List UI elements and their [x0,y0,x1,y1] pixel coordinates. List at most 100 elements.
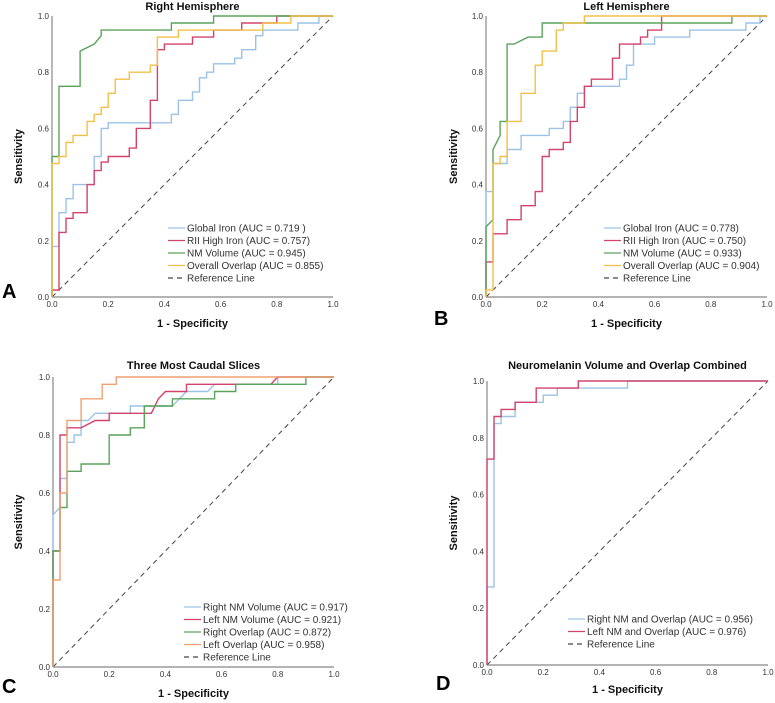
legend: Global Iron (AUC = 0.778)RII High Iron (… [604,224,759,285]
legend-item: Global Iron (AUC = 0.778) [623,224,739,235]
legend-item: RII High Iron (AUC = 0.757) [187,236,310,247]
x-tick-label: 1.0 [762,668,774,677]
y-tick-label: 1.0 [39,373,51,382]
chart-panel-a: Right Hemisphere 0.0 0.2 0.4 0.6 0.8 1.0 0.0 0.2… [2,1,339,330]
y-tick-label: 0.4 [39,547,51,556]
chart-title: Three Most Caudal Slices [127,360,260,372]
x-tick-label: 0.0 [46,300,58,309]
roc-curve-series-2 [51,15,333,297]
x-axis-label: 1 - Specificity [158,688,230,700]
legend-item: Overall Overlap (AUC = 0.904) [623,261,759,272]
y-tick-label: 0.0 [472,293,484,302]
y-tick-label: 0.0 [38,293,50,302]
x-tick-label: 1.0 [327,300,339,309]
y-tick-label: 0.2 [39,605,51,614]
legend-item: Reference Line [587,640,655,651]
legend: Global Iron (AUC = 0.719 )RII High Iron … [168,224,323,285]
reference-line [485,15,768,298]
roc-curve-series-4 [52,376,334,667]
legend-item: Global Iron (AUC = 0.719 ) [187,224,306,235]
chart-title: Right Hemisphere [145,1,239,13]
y-tick-label: 0.2 [38,237,50,246]
roc-curve-series-2 [52,376,334,667]
roc-curve-series-4 [51,15,333,297]
legend-item: Left Overlap (AUC = 0.958) [203,640,324,651]
reference-line [51,15,334,298]
legend-item: Right NM and Overlap (AUC = 0.956) [587,615,753,626]
x-tick-label: 0.8 [705,300,717,309]
x-tick-label: 0.4 [594,668,606,677]
panel-letter: A [2,281,16,303]
y-tick-label: 0.4 [473,547,485,556]
x-tick-label: 0.2 [537,300,549,309]
y-tick-label: 0.6 [38,124,50,133]
x-axis-label: 1 - Specificity [592,684,664,696]
y-tick-label: 0.6 [473,491,485,500]
x-tick-label: 1.0 [761,300,773,309]
legend-item: Right NM Volume (AUC = 0.917) [203,603,348,614]
x-tick-label: 0.6 [649,300,661,309]
x-tick-label: 0.0 [481,668,493,677]
chart-title: Neuromelanin Volume and Overlap Combined [508,360,747,372]
legend-item: Right Overlap (AUC = 0.872) [203,628,331,639]
chart-panel-c: Three Most Caudal Slices 0.0 0.2 0.4 0.6 0.8 1… [2,360,348,700]
y-tick-label: 1.0 [472,12,484,21]
legend-item: Left NM Volume (AUC = 0.921) [203,615,341,626]
roc-curve-series-2 [485,15,767,297]
legend-item: Left NM and Overlap (AUC = 0.976) [587,627,746,638]
panel-letter: C [2,676,16,698]
reference-line [486,380,769,666]
chart-title: Left Hemisphere [583,1,669,13]
x-tick-label: 0.0 [47,670,59,679]
y-tick-label: 0.8 [473,434,485,443]
y-axis-label: Sensitivity [13,494,25,550]
y-axis-label: Sensitivity [448,495,460,551]
y-tick-label: 0.6 [472,124,484,133]
legend-item: RII High Iron (AUC = 0.750) [623,236,746,247]
y-axis-label: Sensitivity [13,128,25,184]
x-tick-label: 0.2 [103,300,115,309]
panel-letter: B [434,308,448,330]
legend-item: Reference Line [187,274,255,285]
x-tick-label: 0.4 [159,300,171,309]
y-tick-label: 0.6 [39,489,51,498]
roc-curve-series-1 [51,15,333,297]
y-tick-label: 0.2 [473,604,485,613]
y-tick-label: 0.8 [38,68,50,77]
x-tick-label: 1.0 [328,670,340,679]
y-tick-label: 0.2 [472,237,484,246]
legend-item: Reference Line [623,274,691,285]
x-tick-label: 0.8 [271,300,283,309]
x-tick-label: 0.0 [480,300,492,309]
legend: Right NM Volume (AUC = 0.917)Left NM Vol… [184,603,348,664]
y-axis-label: Sensitivity [448,128,460,184]
roc-curve-series-1 [52,376,334,667]
x-tick-label: 0.6 [215,300,227,309]
y-tick-label: 0.8 [39,431,51,440]
y-tick-label: 0.4 [38,181,50,190]
x-axis-label: 1 - Specificity [591,318,663,330]
y-tick-label: 0.0 [39,663,51,672]
legend-item: NM Volume (AUC = 0.933) [623,249,742,260]
x-tick-label: 0.4 [593,300,605,309]
x-tick-label: 0.2 [538,668,550,677]
roc-curve-series-3 [51,15,333,297]
x-tick-label: 0.4 [160,670,172,679]
x-tick-label: 0.8 [706,668,718,677]
x-tick-label: 0.2 [104,670,116,679]
roc-curve-series-3 [52,376,334,667]
roc-curve-series-4 [485,15,767,297]
y-tick-label: 1.0 [38,12,50,21]
y-tick-label: 0.8 [472,68,484,77]
chart-panel-b: Left Hemisphere 0.0 0.2 0.4 0.6 0.8 1.0 0.0 0.2 0… [434,1,773,330]
reference-line [52,376,335,668]
chart-panel-d: Neuromelanin Volume and Overlap Combined… [436,360,774,696]
legend-item: Reference Line [203,653,271,664]
x-tick-label: 0.6 [216,670,228,679]
x-axis-label: 1 - Specificity [157,318,229,330]
legend-item: NM Volume (AUC = 0.945) [187,249,306,260]
y-tick-label: 0.0 [473,661,485,670]
x-tick-label: 0.8 [272,670,284,679]
legend: Right NM and Overlap (AUC = 0.956)Left N… [568,615,753,651]
